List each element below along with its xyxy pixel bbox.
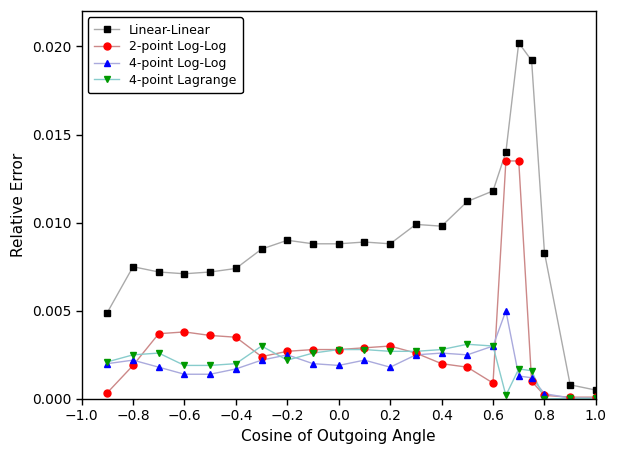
4-point Lagrange [567, 396, 574, 401]
4-point Log-Log [592, 396, 599, 401]
4-point Log-Log [464, 352, 471, 358]
4-point Log-Log [104, 361, 111, 366]
4-point Log-Log [386, 364, 394, 370]
4-point Log-Log [412, 352, 420, 358]
4-point Lagrange [592, 396, 599, 401]
2-point Log-Log [284, 349, 291, 354]
2-point Log-Log [335, 347, 342, 352]
2-point Log-Log [361, 345, 368, 350]
2-point Log-Log [515, 158, 522, 164]
X-axis label: Cosine of Outgoing Angle: Cosine of Outgoing Angle [242, 429, 436, 444]
Linear-Linear [232, 266, 240, 271]
2-point Log-Log [541, 393, 548, 398]
2-point Log-Log [438, 361, 446, 366]
2-point Log-Log [592, 394, 599, 400]
2-point Log-Log [567, 394, 574, 400]
4-point Lagrange [129, 352, 137, 358]
4-point Log-Log [310, 361, 317, 366]
Linear-Linear [567, 382, 574, 388]
4-point Log-Log [284, 352, 291, 358]
Linear-Linear [206, 269, 214, 275]
Linear-Linear [284, 238, 291, 243]
Linear-Linear [104, 310, 111, 315]
Line: 4-point Lagrange: 4-point Lagrange [104, 341, 599, 402]
4-point Lagrange [528, 368, 535, 374]
4-point Lagrange [438, 347, 446, 352]
4-point Log-Log [155, 364, 163, 370]
4-point Lagrange [502, 393, 510, 398]
2-point Log-Log [489, 380, 497, 386]
Linear-Linear [361, 239, 368, 245]
4-point Log-Log [232, 366, 240, 372]
4-point Lagrange [489, 344, 497, 349]
Linear-Linear [438, 223, 446, 229]
4-point Lagrange [232, 361, 240, 366]
4-point Log-Log [438, 350, 446, 356]
4-point Log-Log [206, 372, 214, 377]
2-point Log-Log [104, 390, 111, 395]
4-point Log-Log [361, 358, 368, 363]
4-point Lagrange [180, 363, 188, 368]
4-point Log-Log [258, 358, 265, 363]
4-point Lagrange [515, 366, 522, 372]
2-point Log-Log [258, 354, 265, 359]
2-point Log-Log [129, 363, 137, 368]
Linear-Linear [412, 222, 420, 227]
Linear-Linear [528, 58, 535, 63]
Line: 4-point Log-Log: 4-point Log-Log [104, 307, 599, 402]
4-point Lagrange [310, 350, 317, 356]
Y-axis label: Relative Error: Relative Error [11, 153, 26, 257]
4-point Log-Log [567, 395, 574, 401]
Linear-Linear [310, 241, 317, 247]
Line: Linear-Linear: Linear-Linear [104, 40, 599, 394]
4-point Lagrange [104, 359, 111, 364]
Linear-Linear [541, 250, 548, 255]
2-point Log-Log [464, 364, 471, 370]
4-point Log-Log [180, 372, 188, 377]
Linear-Linear [335, 241, 342, 247]
4-point Lagrange [412, 349, 420, 354]
2-point Log-Log [232, 334, 240, 340]
4-point Lagrange [335, 347, 342, 352]
4-point Lagrange [206, 363, 214, 368]
4-point Lagrange [361, 347, 368, 352]
2-point Log-Log [412, 350, 420, 356]
Linear-Linear [258, 246, 265, 252]
2-point Log-Log [386, 344, 394, 349]
2-point Log-Log [502, 158, 510, 164]
4-point Lagrange [464, 342, 471, 347]
Linear-Linear [386, 241, 394, 247]
Line: 2-point Log-Log: 2-point Log-Log [104, 157, 599, 400]
4-point Log-Log [528, 375, 535, 380]
Linear-Linear [464, 199, 471, 204]
Linear-Linear [155, 269, 163, 275]
Linear-Linear [489, 188, 497, 194]
Linear-Linear [515, 40, 522, 46]
2-point Log-Log [206, 333, 214, 338]
4-point Log-Log [129, 358, 137, 363]
4-point Lagrange [258, 344, 265, 349]
2-point Log-Log [528, 379, 535, 384]
4-point Lagrange [386, 349, 394, 354]
4-point Lagrange [284, 358, 291, 363]
Linear-Linear [129, 264, 137, 269]
4-point Lagrange [155, 350, 163, 356]
Linear-Linear [180, 271, 188, 277]
4-point Log-Log [541, 391, 548, 396]
Linear-Linear [592, 387, 599, 393]
4-point Log-Log [502, 308, 510, 313]
4-point Lagrange [541, 396, 548, 402]
4-point Log-Log [515, 373, 522, 379]
4-point Log-Log [335, 363, 342, 368]
Legend: Linear-Linear, 2-point Log-Log, 4-point Log-Log, 4-point Lagrange: Linear-Linear, 2-point Log-Log, 4-point … [88, 17, 243, 93]
4-point Log-Log [489, 344, 497, 349]
2-point Log-Log [180, 329, 188, 335]
2-point Log-Log [310, 347, 317, 352]
Linear-Linear [502, 149, 510, 155]
2-point Log-Log [155, 331, 163, 336]
